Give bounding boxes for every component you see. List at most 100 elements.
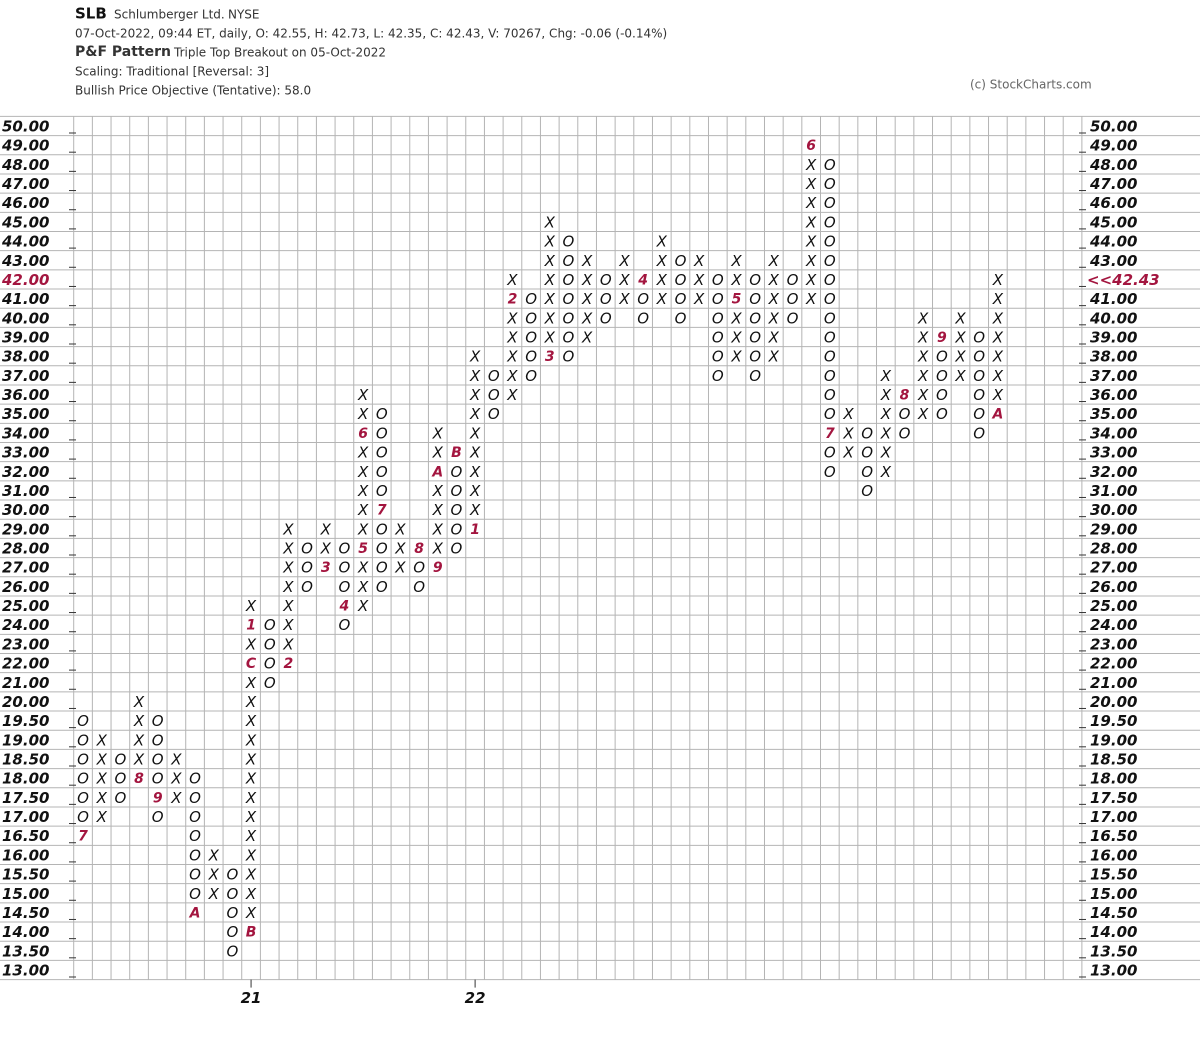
y-tick-label: 38.00 (2, 348, 49, 366)
x-box: X (245, 674, 257, 692)
o-box: O (525, 290, 537, 308)
x-box: X (282, 578, 294, 596)
y-tick-label: 23.00 (2, 635, 49, 653)
o-box: O (189, 827, 201, 845)
x-box: X (992, 367, 1004, 385)
o-box: O (637, 290, 649, 308)
x-box: X (357, 463, 369, 481)
x-box: X (880, 386, 892, 404)
x-box: X (805, 233, 817, 251)
x-box: X (245, 731, 257, 749)
o-box: O (563, 329, 575, 347)
o-box: O (563, 309, 575, 327)
x-box: X (544, 290, 556, 308)
x-box: X (133, 712, 145, 730)
y-tick-label-right: 14.00 (1090, 923, 1137, 941)
x-box: X (96, 808, 108, 826)
y-tick-label-right: 29.00 (1090, 520, 1137, 538)
o-box: O (451, 463, 463, 481)
x-box: X (880, 424, 892, 442)
o-box: O (152, 770, 164, 788)
y-tick-label: 18.00 (2, 770, 49, 788)
x-box: X (170, 789, 182, 807)
month-marker: 9 (433, 560, 443, 576)
y-tick-label-right: 15.50 (1090, 866, 1137, 884)
year-label: 21 (241, 989, 262, 1007)
pnf-column: XXX (693, 252, 705, 308)
o-box: O (861, 444, 873, 462)
month-marker: 8 (414, 541, 424, 557)
x-box: X (805, 290, 817, 308)
x-box: X (432, 501, 444, 519)
y-tick-label: 39.00 (2, 329, 49, 347)
x-box: X (880, 367, 892, 385)
month-marker: A (431, 464, 443, 480)
o-box: O (787, 309, 799, 327)
x-box: X (842, 405, 854, 423)
o-box: O (114, 770, 126, 788)
o-box: O (451, 520, 463, 538)
o-box: O (563, 348, 575, 366)
o-box: O (264, 655, 276, 673)
o-box: O (824, 252, 836, 270)
x-box: X (954, 329, 966, 347)
pnf-column: XXX (842, 405, 854, 461)
y-tick-label: 47.00 (1, 175, 49, 193)
month-marker: 1 (246, 618, 256, 634)
pnf-column: OO 8 (413, 541, 425, 596)
o-box: O (824, 348, 836, 366)
x-box: X (282, 559, 294, 577)
y-tick-label-right: 13.00 (1090, 962, 1137, 980)
o-box: O (787, 290, 799, 308)
o-box: O (451, 501, 463, 519)
y-tick-label: 40.00 (1, 309, 49, 327)
pnf-column: OOO (301, 540, 313, 596)
y-tick-label: 45.00 (1, 213, 49, 231)
x-box: X (880, 444, 892, 462)
x-box: X (96, 789, 108, 807)
x-box: X (544, 329, 556, 347)
x-box: X (805, 156, 817, 174)
month-marker: 2 (508, 292, 518, 308)
x-box: X (357, 386, 369, 404)
x-box: X (768, 309, 780, 327)
y-tick-label-right: 15.00 (1090, 885, 1137, 903)
pnf-column: OOO (114, 751, 126, 807)
x-box: X (992, 290, 1004, 308)
y-tick-label: 46.00 (1, 194, 49, 212)
o-box: O (637, 309, 649, 327)
o-box: O (376, 463, 388, 481)
o-box: O (376, 405, 388, 423)
y-tick-label-right: 17.00 (1090, 808, 1137, 826)
y-tick-label-right: 13.50 (1090, 942, 1137, 960)
x-box: X (768, 329, 780, 347)
o-box: O (114, 751, 126, 769)
x-box: X (992, 348, 1004, 366)
o-box: O (749, 329, 761, 347)
x-box: X (917, 405, 929, 423)
o-box: O (824, 156, 836, 174)
y-tick-label: 13.50 (2, 942, 49, 960)
x-box: X (133, 693, 145, 711)
y-tick-label-right: 37.00 (1090, 367, 1137, 385)
o-box: O (824, 405, 836, 423)
x-box: X (656, 233, 668, 251)
o-box: O (712, 290, 724, 308)
o-box: O (824, 213, 836, 231)
x-box: X (917, 329, 929, 347)
o-box: O (824, 329, 836, 347)
o-box: O (226, 866, 238, 884)
y-tick-label: 27.00 (2, 559, 49, 577)
o-box: O (525, 367, 537, 385)
o-box: O (973, 405, 985, 423)
o-box: O (152, 712, 164, 730)
pnf-column: OOO (488, 367, 500, 423)
